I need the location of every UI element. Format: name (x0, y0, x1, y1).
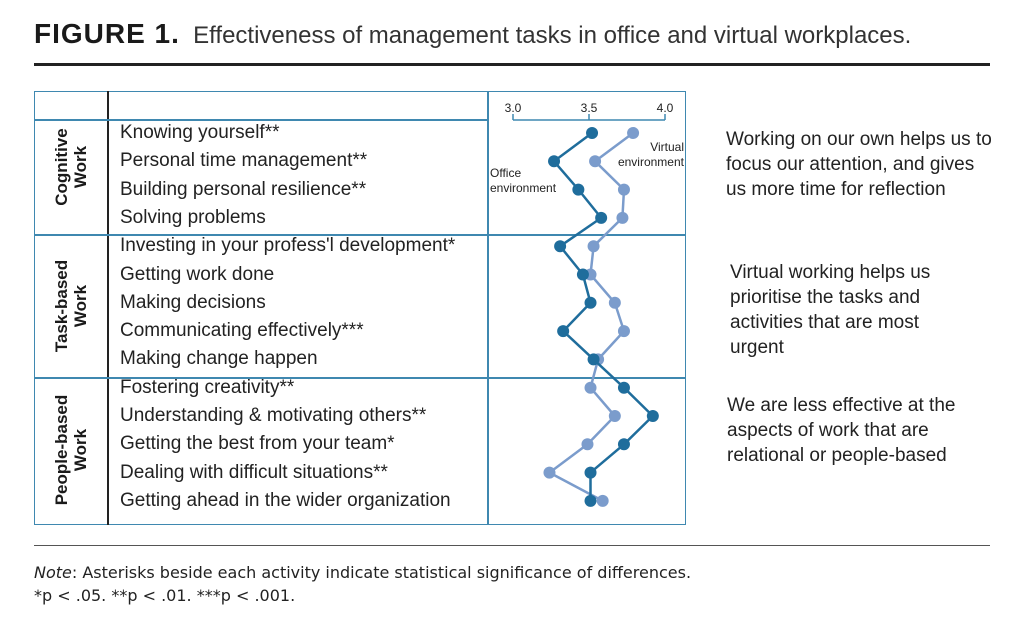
task-label: Solving problems (120, 206, 266, 228)
footnote-line2: *p < .05. **p < .01. ***p < .001. (34, 586, 296, 605)
task-label: Investing in your profess'l development* (120, 235, 456, 257)
header-divider-left (34, 119, 108, 121)
task-label: Personal time management** (120, 150, 368, 172)
table-frame (34, 91, 686, 525)
group-label-people-based: People-based Work (52, 394, 90, 506)
chart-column-divider (487, 91, 489, 525)
footnote-label: Note (34, 563, 72, 582)
figure-caption: Effectiveness of management tasks in off… (193, 22, 912, 49)
task-label: Building personal resilience** (120, 178, 367, 200)
footnote: Note: Asterisks beside each activity ind… (34, 561, 691, 607)
group-column-divider (107, 91, 109, 525)
task-label: Knowing yourself** (120, 122, 280, 143)
task-label: Fostering creativity** (120, 376, 295, 398)
group-label-task-based: Task-based Work (52, 259, 90, 353)
task-label: Dealing with difficult situations** (120, 461, 388, 483)
side-note-cognitive: Working on our own helps us to focus our… (726, 129, 992, 200)
side-note-people-based: We are less effective at the aspects of … (727, 395, 956, 466)
group-label-cognitive: Cognitive Work (52, 128, 90, 206)
task-label: Communicating effectively*** (120, 320, 364, 342)
section-divider-2 (34, 377, 686, 379)
header-divider-mid (107, 119, 488, 121)
section-divider-1 (34, 234, 686, 236)
bottom-rule (34, 545, 990, 546)
figure-title: FIGURE 1. Effectiveness of management ta… (34, 18, 911, 50)
task-label: Getting work done (120, 263, 275, 285)
footnote-line1: : Asterisks beside each activity indicat… (71, 563, 692, 582)
task-label: Getting ahead in the wider organization (120, 489, 451, 511)
task-label: Getting the best from your team* (120, 433, 395, 455)
task-label: Making change happen (120, 348, 318, 370)
task-label: Understanding & motivating others** (120, 405, 427, 426)
side-note-task-based: Virtual working helps us prioritise the … (730, 262, 931, 358)
figure-label: FIGURE 1. (34, 18, 180, 49)
top-rule (34, 63, 990, 66)
task-label: Making decisions (120, 291, 266, 313)
